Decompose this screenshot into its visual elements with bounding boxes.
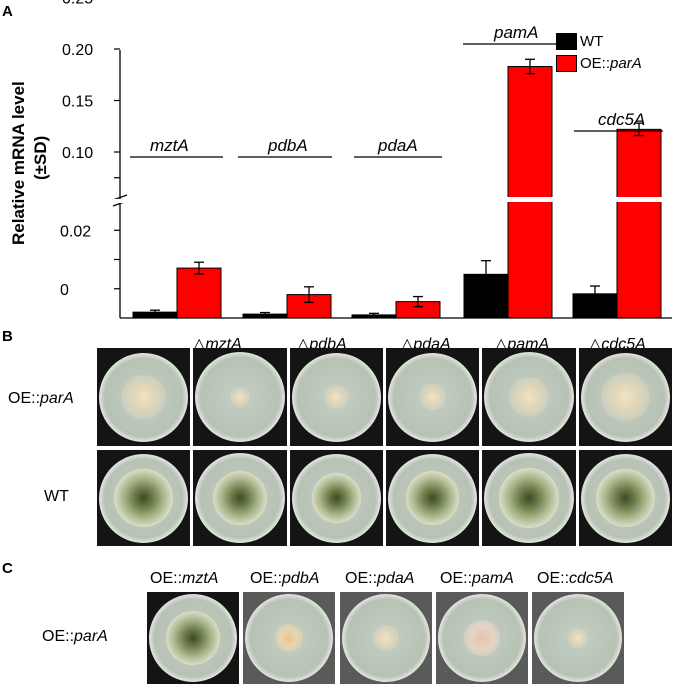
b-dish-oe-para-5 bbox=[579, 348, 672, 446]
b-dish-wt-1 bbox=[193, 450, 287, 546]
bar-oe-para-cdc5A bbox=[616, 128, 662, 319]
petri-dish bbox=[581, 352, 670, 442]
petri-dish bbox=[581, 453, 670, 543]
b-dish-oe-para-2 bbox=[290, 348, 383, 446]
petri-dish bbox=[99, 453, 188, 543]
b-dish-wt-2 bbox=[290, 450, 383, 546]
petri-dish bbox=[388, 352, 477, 442]
y-tick-label: 0.02 bbox=[60, 223, 91, 240]
c-dish-4 bbox=[532, 592, 624, 684]
group-label: cdc5A bbox=[598, 110, 645, 129]
fungal-colony bbox=[568, 628, 588, 648]
b-dish-oe-para-3 bbox=[386, 348, 479, 446]
legend-swatch-wt bbox=[556, 32, 577, 50]
petri-dish bbox=[149, 594, 237, 682]
group-label: mztA bbox=[150, 136, 189, 155]
legend-swatch-oe-para bbox=[556, 54, 577, 72]
petri-dish bbox=[292, 453, 381, 543]
fungal-colony bbox=[230, 387, 250, 407]
b-row-label-wt: WT bbox=[44, 488, 69, 505]
y-axis-label-sd: (±SD) bbox=[31, 136, 50, 180]
bar-oe-para-mztA bbox=[176, 267, 222, 319]
legend-label-oe-prefix: OE:: bbox=[580, 54, 611, 72]
chart-legend: WT OE:: parA bbox=[556, 30, 642, 74]
fungal-colony bbox=[213, 471, 267, 525]
bar-oe-para-pamA bbox=[507, 66, 553, 319]
b-dish-oe-para-1 bbox=[193, 348, 287, 446]
c-col-label-mzta: OE::mztA bbox=[150, 570, 219, 587]
fungal-colony bbox=[372, 624, 400, 652]
panel-letter-c: C bbox=[2, 560, 13, 577]
petri-dish bbox=[342, 594, 430, 682]
axis-break-gap bbox=[113, 199, 127, 203]
fungal-colony bbox=[596, 468, 655, 528]
bar-chart: 0 0.02 0.10 0.15 0.20 0.25 Relative mRNA level… bbox=[9, 0, 672, 319]
fungal-colony bbox=[405, 471, 460, 525]
petri-dish bbox=[195, 352, 285, 442]
y-tick-label: 0.25 bbox=[62, 0, 93, 8]
bar-break-gap bbox=[573, 197, 663, 202]
legend-label-oe-gene: parA bbox=[610, 54, 642, 72]
group-label: pdaA bbox=[377, 136, 418, 155]
panel-letter-b: B bbox=[2, 328, 13, 345]
c-col-label-pama: OE::pamA bbox=[440, 570, 514, 587]
b-dish-wt-0 bbox=[97, 450, 190, 546]
petri-dish bbox=[99, 352, 188, 442]
y-tick-label: 0.20 bbox=[62, 42, 93, 59]
y-axis-label: Relative mRNA level bbox=[9, 81, 28, 245]
c-dish-2 bbox=[340, 592, 432, 684]
fungal-colony bbox=[165, 610, 221, 666]
petri-dish bbox=[195, 453, 285, 543]
petri-dish bbox=[438, 594, 526, 682]
petri-dish bbox=[484, 352, 574, 442]
fungal-colony bbox=[121, 374, 166, 420]
group-label: pdbA bbox=[267, 136, 308, 155]
b-dish-oe-para-4 bbox=[482, 348, 576, 446]
c-col-label-pdaa: OE::pdaA bbox=[345, 570, 415, 587]
petri-dish bbox=[534, 594, 622, 682]
c-col-label-cdc5a: OE::cdc5A bbox=[537, 570, 614, 587]
c-col-label-pdba: OE::pdbA bbox=[250, 570, 320, 587]
bar-break-gap bbox=[464, 197, 554, 202]
y-tick-label: 0 bbox=[60, 282, 69, 299]
group-label: pamA bbox=[493, 23, 538, 42]
petri-dish bbox=[388, 453, 477, 543]
b-dish-wt-4 bbox=[482, 450, 576, 546]
y-tick-label: 0.15 bbox=[62, 94, 93, 111]
fungal-colony bbox=[601, 372, 650, 422]
c-row-label-oe-para: OE::parA bbox=[42, 628, 108, 645]
c-dish-0 bbox=[147, 592, 239, 684]
legend-item-oe-para: OE:: parA bbox=[556, 52, 642, 74]
fungal-colony bbox=[324, 384, 349, 410]
petri-dish bbox=[245, 594, 333, 682]
fungal-colony bbox=[311, 473, 362, 523]
fungal-colony bbox=[419, 383, 446, 411]
fungal-colony bbox=[114, 468, 173, 528]
b-row-label-oe-para: OE::parA bbox=[8, 390, 74, 407]
y-tick-label: 0.10 bbox=[62, 145, 93, 162]
b-dish-oe-para-0 bbox=[97, 348, 190, 446]
fungal-colony bbox=[508, 376, 550, 418]
fungal-colony bbox=[499, 468, 559, 528]
petri-dish bbox=[292, 352, 381, 442]
c-dish-1 bbox=[243, 592, 335, 684]
c-dish-3 bbox=[436, 592, 528, 684]
fungal-colony bbox=[274, 623, 304, 653]
panel-letter-a: A bbox=[2, 3, 13, 20]
fungal-colony bbox=[464, 620, 500, 656]
b-dish-wt-3 bbox=[386, 450, 479, 546]
legend-item-wt: WT bbox=[556, 30, 642, 52]
legend-label-wt: WT bbox=[580, 32, 604, 50]
petri-dish bbox=[484, 453, 574, 543]
b-dish-wt-5 bbox=[579, 450, 672, 546]
